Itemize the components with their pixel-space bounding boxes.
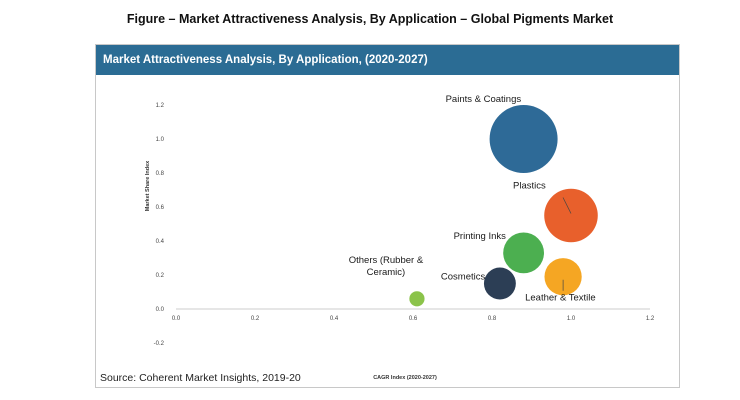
x-tick-label: 0.0 bbox=[172, 316, 181, 322]
y-axis-title: Market Share Index bbox=[145, 160, 151, 211]
y-tick-label: 1.2 bbox=[156, 103, 165, 109]
x-tick-label: 1.2 bbox=[646, 316, 655, 322]
x-tick-label: 0.6 bbox=[409, 316, 418, 322]
bubble-label: Ceramic) bbox=[367, 267, 406, 278]
y-tick-label: 0.2 bbox=[156, 273, 165, 279]
bubble-cosmetics bbox=[483, 267, 516, 300]
bubble-label: Others (Rubber & bbox=[349, 255, 424, 266]
bubble-label: Plastics bbox=[513, 181, 546, 192]
x-tick-label: 0.8 bbox=[488, 316, 497, 322]
bubble-label: Paints & Coatings bbox=[446, 94, 522, 105]
y-tick-label: 0.0 bbox=[156, 307, 165, 313]
y-tick-label: -0.2 bbox=[154, 341, 165, 347]
panel-header: Market Attractiveness Analysis, By Appli… bbox=[96, 45, 679, 75]
x-tick-label: 0.4 bbox=[330, 316, 339, 322]
bubble-plastics bbox=[544, 188, 598, 243]
bubble-label: Cosmetics bbox=[441, 272, 486, 283]
bubble-printing-inks bbox=[503, 232, 544, 274]
source-note: Source: Coherent Market Insights, 2019-2… bbox=[100, 372, 301, 384]
bubble-label: Printing Inks bbox=[454, 231, 507, 242]
x-axis-title: CAGR Index (2020-2027) bbox=[373, 375, 437, 381]
bubble-label: Leather & Textile bbox=[525, 293, 596, 304]
y-tick-label: 1.0 bbox=[156, 137, 165, 143]
y-tick-label: 0.8 bbox=[156, 171, 165, 177]
figure-title: Figure – Market Attractiveness Analysis,… bbox=[126, 12, 614, 26]
chart-panel: Market Attractiveness Analysis, By Appli… bbox=[95, 44, 680, 388]
x-tick-label: 1.0 bbox=[567, 316, 576, 322]
y-tick-label: 0.4 bbox=[156, 239, 165, 245]
leader-line bbox=[562, 197, 572, 214]
bubble-others-rubber-ceramic bbox=[409, 291, 425, 307]
x-tick-label: 0.2 bbox=[251, 316, 260, 322]
bubble-paints-coatings bbox=[489, 105, 558, 173]
bubble-leather-textile bbox=[544, 258, 582, 296]
bubble-chart: -0.2 0.0 0.2 0.4 0.6 0.8 1.0 1.2 0.0 0.2 0.4 0.6 0.8… bbox=[145, 94, 655, 381]
y-tick-label: 0.6 bbox=[156, 205, 165, 211]
